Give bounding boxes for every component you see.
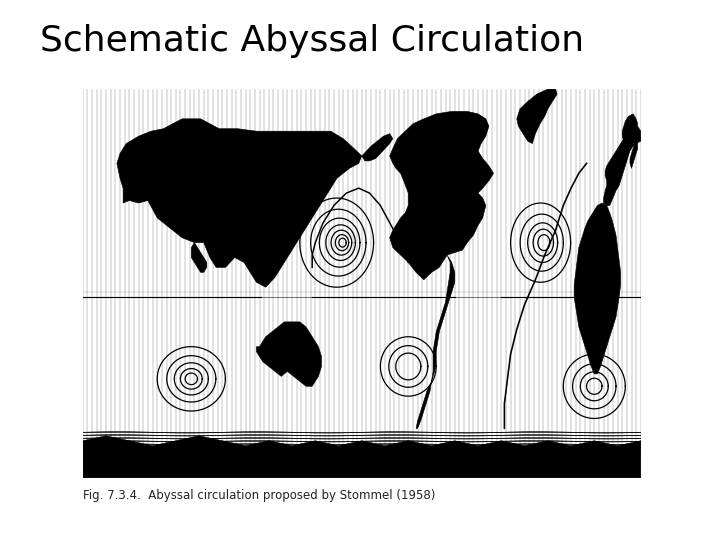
Text: Schematic Abyssal Circulation: Schematic Abyssal Circulation [40, 24, 584, 58]
Polygon shape [603, 124, 641, 206]
Text: Fig. 7.3.4.  Abyssal circulation proposed by Stommel (1958): Fig. 7.3.4. Abyssal circulation proposed… [83, 489, 435, 502]
Polygon shape [192, 242, 207, 272]
Polygon shape [362, 134, 393, 161]
Polygon shape [390, 111, 493, 280]
Polygon shape [517, 89, 557, 144]
Polygon shape [83, 436, 641, 478]
Polygon shape [574, 203, 621, 374]
Polygon shape [117, 119, 362, 287]
Polygon shape [630, 141, 638, 168]
Polygon shape [587, 322, 591, 352]
Polygon shape [416, 255, 455, 428]
Polygon shape [622, 114, 638, 151]
Polygon shape [256, 322, 322, 386]
